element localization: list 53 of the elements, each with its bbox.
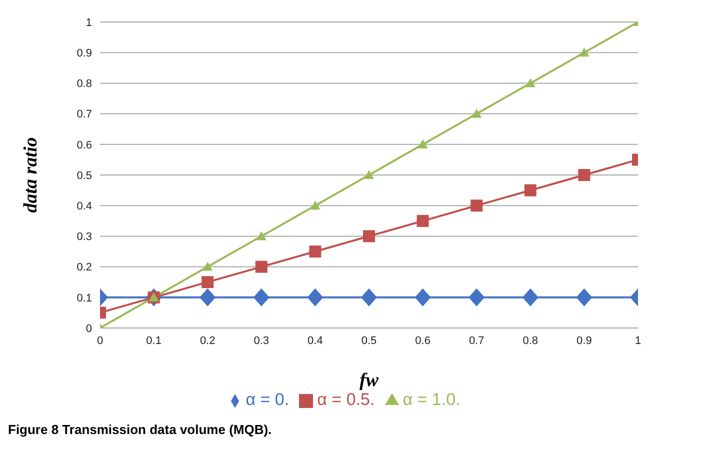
- caption: Figure 8 Transmission data volume (MQB).: [8, 422, 273, 437]
- legend-label: α = 0.5.: [317, 390, 375, 409]
- point: [200, 288, 216, 306]
- point: [470, 200, 483, 212]
- x-tick-label: 0.1: [146, 334, 162, 347]
- legend-label: α = 1.0.: [402, 390, 460, 409]
- point: [578, 169, 590, 181]
- point: [256, 231, 266, 240]
- point: [363, 230, 375, 242]
- legend-label: α = 0.: [246, 390, 290, 409]
- x-tick-label: 0.7: [468, 334, 484, 347]
- point: [307, 288, 324, 306]
- point: [310, 200, 320, 210]
- y-tick-label: 0.3: [76, 231, 92, 244]
- point: [253, 288, 270, 306]
- point: [468, 288, 485, 306]
- point: [418, 139, 428, 148]
- point: [416, 214, 429, 227]
- x-tick-label: 0.8: [522, 334, 538, 347]
- y-tick-label: 1: [86, 16, 92, 29]
- y-tick-label: 0.1: [76, 292, 92, 304]
- x-tick-label: 0: [96, 334, 104, 347]
- point: [579, 48, 590, 57]
- x-tick-label: 0.9: [576, 334, 592, 347]
- x-tick-label: 0.4: [308, 334, 323, 347]
- point: [361, 288, 377, 306]
- point: [364, 170, 374, 179]
- point: [414, 288, 431, 306]
- line-series: [100, 22, 638, 328]
- point: [525, 78, 536, 88]
- point: [472, 108, 482, 118]
- x-tick-label: 0.6: [415, 334, 430, 347]
- y-tick-label: 0.5: [76, 170, 92, 182]
- x-tick-label: 0.2: [200, 334, 216, 347]
- x-tick-label: 0.5: [361, 334, 377, 347]
- point: [202, 262, 213, 271]
- x-tick-label: 1: [634, 334, 642, 347]
- y-axis-title: data ratio: [20, 137, 42, 213]
- point: [309, 246, 322, 258]
- y-tick-label: 0.8: [76, 78, 92, 90]
- y-tick-label: 0.9: [76, 48, 92, 60]
- x-tick-label: 0.3: [254, 334, 270, 347]
- y-tick-label: 0.6: [76, 139, 92, 152]
- x-axis-title: fw: [360, 370, 379, 391]
- y-tick-label: 0: [86, 322, 92, 335]
- point: [576, 288, 592, 306]
- y-tick-label: 0.4: [76, 200, 92, 213]
- point: [522, 288, 538, 306]
- point: [202, 276, 214, 288]
- y-tick-label: 0.2: [76, 262, 92, 274]
- point: [255, 260, 268, 273]
- point: [524, 184, 536, 196]
- y-tick-label: 0.7: [76, 108, 92, 121]
